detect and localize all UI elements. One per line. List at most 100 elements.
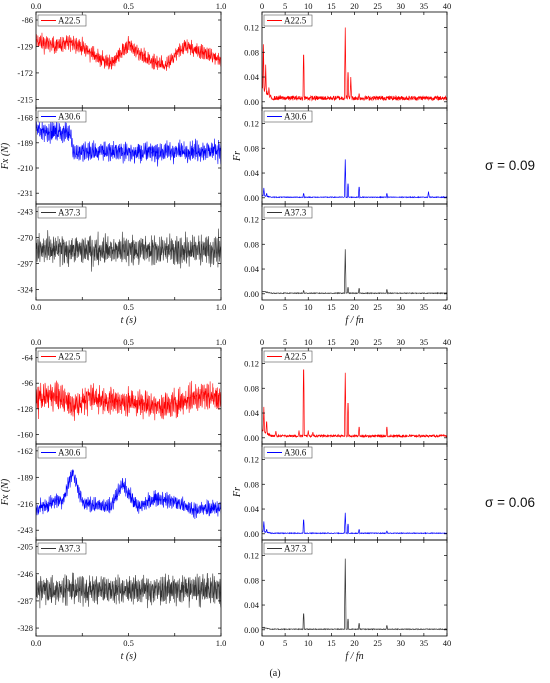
plot-frame [261,443,448,541]
y-tick-label: -168 [17,113,33,123]
x-tick-label-bottom: 25 [373,638,382,648]
legend-box [37,110,87,123]
signal-trace-A37.3 [36,228,221,272]
y-tick-label: 0.08 [244,383,259,393]
y-axis-label-fx: Fx (N) [0,478,11,506]
y-axis-label-fr: Fr [232,151,243,162]
y-tick-label: -243 [17,207,33,217]
y-tick-label: -328 [17,623,33,633]
legend-label: A22.5 [284,16,307,26]
spectrum-trace-A30.6 [262,159,447,199]
signal-trace-A22.5 [36,32,221,71]
legend-label: A37.3 [284,208,307,218]
x-axis-label-freq: f / fn [345,315,363,326]
x-axis-label-time: t (s) [121,315,138,326]
x-tick-label-top: 25 [373,1,382,11]
legend-box [263,542,313,555]
x-tick-label-top: 30 [397,337,406,347]
spectrum-trace-A30.6 [262,512,447,535]
x-axis-label-time: t (s) [121,651,138,662]
x-tick-label-top: 35 [420,337,429,347]
x-tick-label-bottom: 40 [443,302,452,312]
y-tick-label: -287 [17,596,33,606]
x-axis-label-freq: f / fn [345,651,363,662]
y-axis-label-fr: Fr [232,487,243,498]
panel-g1-time-A37-3: -243 -270 -297 -324 0.0 0.5 1.0 A37.3 t (s) [17,203,226,326]
legend-label: A30.6 [58,448,81,458]
legend-box [37,14,87,27]
y-tick-label: 0.00 [244,529,259,539]
x-tick-label-bottom: 10 [304,638,313,648]
legend-box [263,446,313,459]
spectrum-trace-A22.5 [262,27,447,102]
panel-layer: -86 -129 -172 -215 0.0 0.5 1.0 A22.5 -168 -189 -21… [0,1,451,662]
signal-trace-A22.5 [36,380,221,421]
y-tick-label: -215 [17,94,33,104]
legend-label: A30.6 [284,448,307,458]
plot-frame [261,11,448,109]
x-tick-label-bottom: 15 [327,302,336,312]
y-tick-label: 0.12 [244,22,259,32]
legend-label: A30.6 [58,112,81,122]
y-tick-label: -172 [17,68,33,78]
legend-label: A37.3 [284,544,307,554]
y-tick-label: 0.08 [244,239,259,249]
x-tick-label-bottom: 0 [260,302,264,312]
y-tick-label: 0.04 [244,408,260,418]
y-tick-label: -210 [17,163,33,173]
y-tick-label: 0.12 [244,358,259,368]
y-tick-label: 0.04 [244,72,260,82]
y-tick-label: 0.00 [244,193,259,203]
legend-box [263,110,313,123]
y-axis-label-fx: Fx (N) [0,142,11,170]
x-tick-label-top: 20 [350,1,359,11]
y-tick-label: -64 [22,353,34,363]
y-tick-label: -297 [17,259,33,269]
y-tick-label: -129 [17,41,33,51]
y-tick-label: -246 [17,569,33,579]
y-tick-label: 0.00 [244,625,259,635]
y-tick-label: 0.00 [244,97,259,107]
x-tick-label-top: 0.0 [31,337,42,347]
legend-label: A22.5 [58,16,81,26]
y-tick-label: -189 [17,138,33,148]
x-tick-label-bottom: 30 [397,302,406,312]
plot-frame [261,539,448,637]
panel-g1-frequency-A37-3: 0.12 0.08 0.04 0.000 5 10 15 20 25 30 35 40 A37.3 f /… [244,203,452,326]
y-tick-label: -231 [17,188,33,198]
y-tick-label: 0.08 [244,479,259,489]
x-tick-label-top: 1.0 [216,337,227,347]
legend-box [37,446,87,459]
x-tick-label-bottom: 10 [304,302,313,312]
plot-frame [261,203,448,301]
x-tick-label-bottom: 20 [350,302,359,312]
y-tick-label: -162 [17,446,33,456]
x-tick-label-bottom: 0.0 [31,302,42,312]
panel-g1-frequency-A22-5: 0.12 0.08 0.04 0.00 0 5 10 15 20 25 30 35 40 A22.5 [244,1,451,109]
spectrum-trace-A37.3 [262,558,447,631]
spectrum-trace-A37.3 [262,249,447,295]
x-tick-label-bottom: 25 [373,302,382,312]
sigma-label-group-1: σ = 0.09 [485,158,535,173]
legend-box [37,206,87,219]
plot-frame [261,347,448,445]
legend-box [263,206,313,219]
x-tick-label-top: 40 [443,337,452,347]
x-tick-label-top: 20 [350,337,359,347]
legend-box [37,350,87,363]
y-tick-label: -86 [22,15,33,25]
y-tick-label: -243 [17,525,33,535]
sigma-label-group-2: σ = 0.06 [485,495,535,510]
x-tick-label-bottom: 0.0 [31,638,42,648]
x-tick-label-top: 0 [260,337,264,347]
x-tick-label-bottom: 0.5 [123,302,134,312]
y-tick-label: -216 [17,499,33,509]
legend-label: A37.3 [58,544,81,554]
y-tick-label: 0.04 [244,264,260,274]
y-tick-label: 0.04 [244,504,260,514]
x-tick-label-bottom: 5 [283,302,287,312]
y-tick-label: 0.12 [244,118,259,128]
x-tick-label-top: 10 [304,1,313,11]
y-tick-label: 0.04 [244,600,260,610]
